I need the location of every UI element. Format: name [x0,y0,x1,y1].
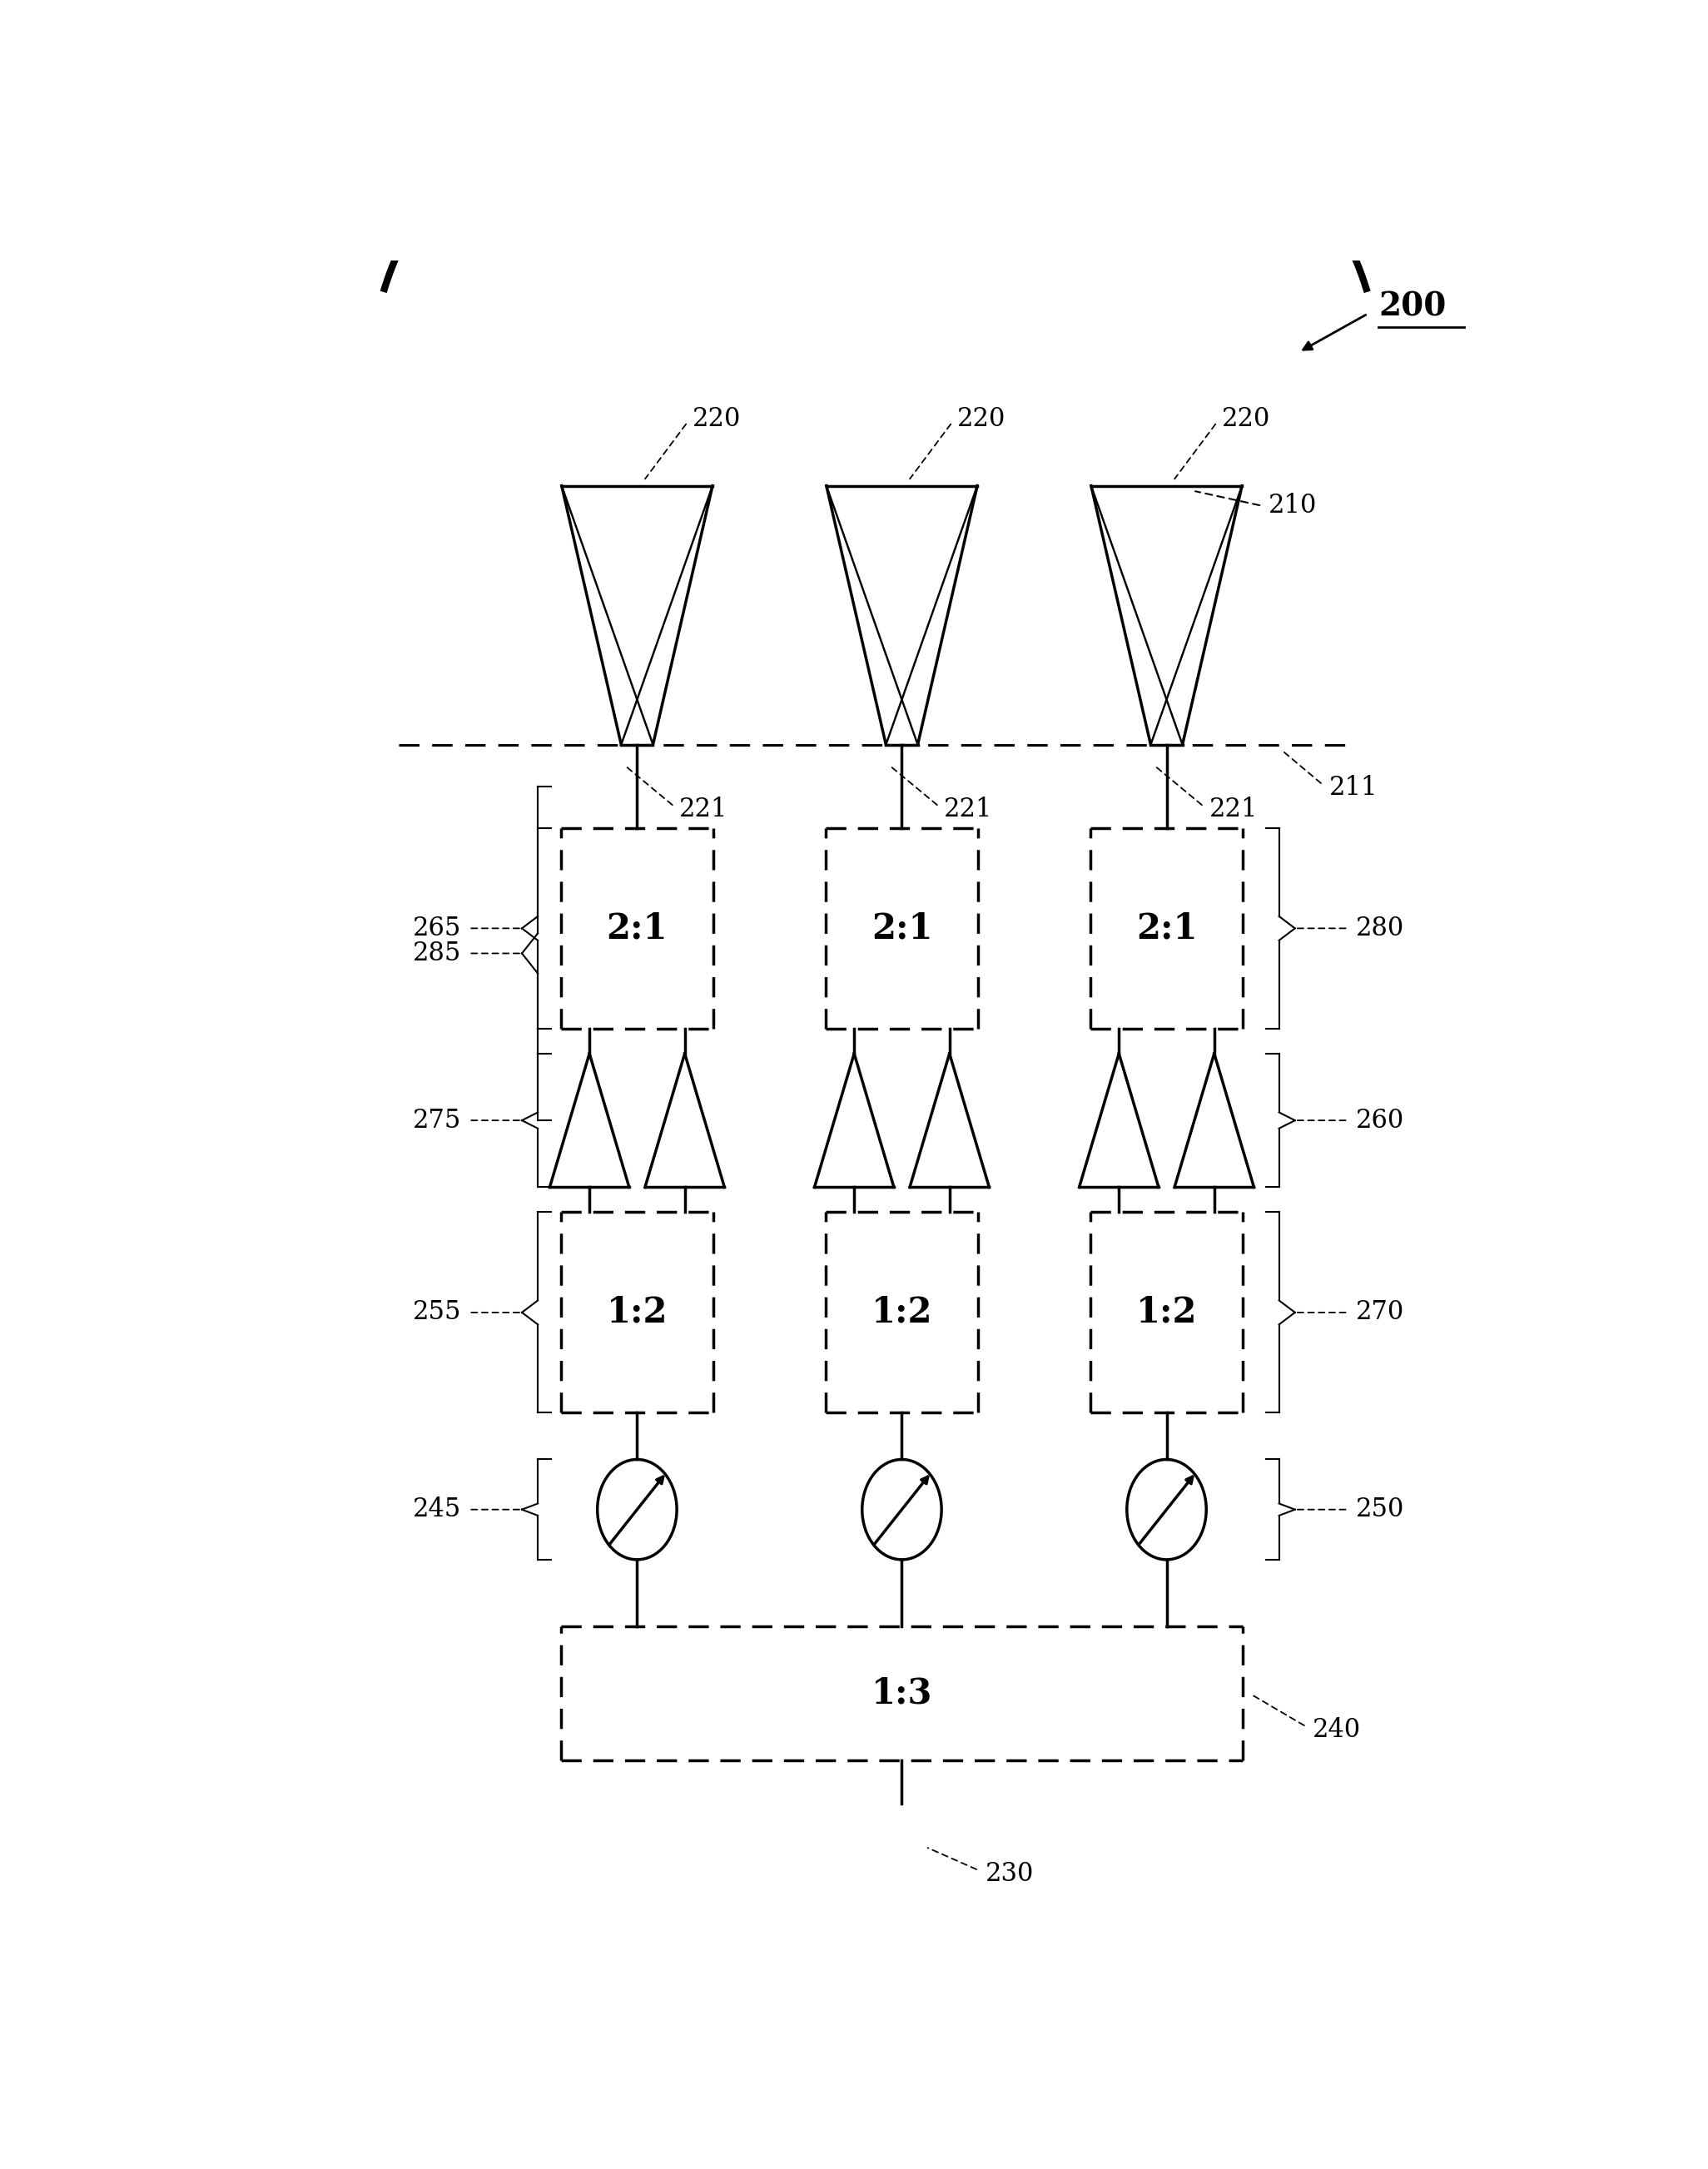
Text: 220: 220 [958,406,1006,432]
Text: 2:1: 2:1 [1136,911,1197,946]
Text: 230: 230 [986,1861,1033,1887]
Text: 280: 280 [1356,915,1404,941]
Text: 245: 245 [413,1497,461,1523]
Text: 220: 220 [1223,406,1271,432]
Text: 221: 221 [680,796,728,822]
Text: 2:1: 2:1 [606,911,668,946]
Text: 1:2: 1:2 [606,1295,668,1330]
Text: 221: 221 [1209,796,1257,822]
Text: 2:1: 2:1 [871,911,933,946]
Text: 210: 210 [1269,492,1317,518]
Text: 250: 250 [1356,1497,1404,1523]
Text: 275: 275 [412,1108,461,1132]
Text: 260: 260 [1356,1108,1404,1132]
Text: 285: 285 [412,941,461,965]
Text: 270: 270 [1356,1299,1404,1325]
Text: 1:2: 1:2 [871,1295,933,1330]
Text: 1:3: 1:3 [871,1677,933,1711]
Text: 220: 220 [693,406,741,432]
Text: 265: 265 [412,915,461,941]
Text: 255: 255 [412,1299,461,1325]
Text: 200: 200 [1378,291,1447,323]
Text: 211: 211 [1329,774,1378,800]
Text: 221: 221 [945,796,992,822]
Text: 1:2: 1:2 [1136,1295,1197,1330]
Circle shape [881,1809,922,1859]
Text: 240: 240 [1313,1718,1361,1744]
